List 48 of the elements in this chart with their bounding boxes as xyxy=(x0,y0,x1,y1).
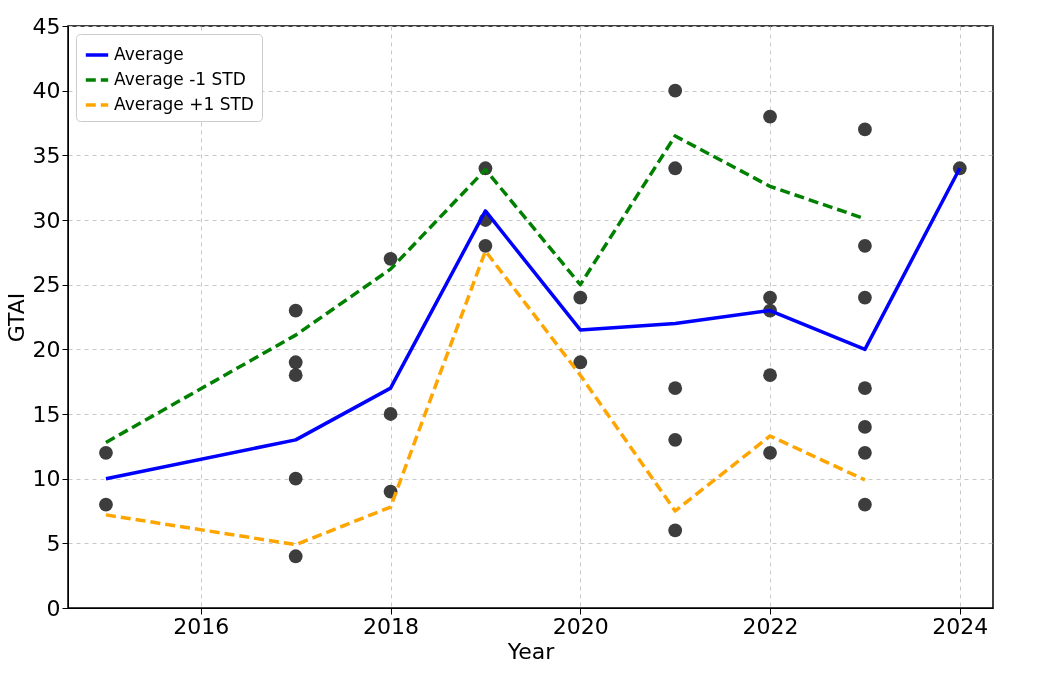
point xyxy=(668,381,683,396)
point xyxy=(858,497,872,512)
point xyxy=(573,290,588,305)
legend-label: Average -1 STD xyxy=(114,69,246,89)
y-tick-label: 40 xyxy=(32,78,61,104)
point xyxy=(858,381,872,396)
point xyxy=(99,445,113,460)
point xyxy=(763,445,777,460)
point xyxy=(668,432,683,447)
point xyxy=(288,355,303,370)
point xyxy=(288,471,303,486)
y-tick-label: 15 xyxy=(32,401,61,427)
point xyxy=(288,368,303,383)
point xyxy=(858,122,872,137)
x-tick-label: 2024 xyxy=(932,613,989,639)
y-axis-title: GTAI xyxy=(3,292,29,343)
point xyxy=(763,368,777,383)
point xyxy=(858,238,872,253)
y-tick-label: 10 xyxy=(32,466,61,492)
point xyxy=(288,549,303,564)
y-tick-label: 5 xyxy=(46,530,61,556)
y-tick-label: 30 xyxy=(32,207,61,233)
point xyxy=(383,407,398,421)
y-tick-label: 25 xyxy=(32,272,61,298)
y-tick-label: 35 xyxy=(32,142,61,168)
point xyxy=(668,161,683,176)
legend-label: Average xyxy=(114,44,184,64)
point xyxy=(99,497,113,512)
x-tick-label: 2016 xyxy=(173,613,230,639)
point xyxy=(573,355,588,370)
y-tick-label: 20 xyxy=(32,336,61,362)
point xyxy=(383,251,398,266)
x-axis-title: Year xyxy=(506,638,556,664)
point xyxy=(668,83,683,98)
point xyxy=(858,290,872,305)
y-tick-label: 0 xyxy=(46,595,61,621)
x-tick-label: 2018 xyxy=(363,613,420,639)
point xyxy=(858,420,872,434)
legend-label: Average +1 STD xyxy=(114,94,254,114)
point xyxy=(288,303,303,318)
point xyxy=(668,523,683,538)
y-tick-label: 45 xyxy=(32,13,61,39)
point xyxy=(858,445,872,460)
x-tick-label: 2022 xyxy=(742,613,799,639)
point xyxy=(763,109,777,124)
point xyxy=(478,238,493,253)
point xyxy=(763,290,777,305)
x-tick-label: 2020 xyxy=(552,613,609,639)
